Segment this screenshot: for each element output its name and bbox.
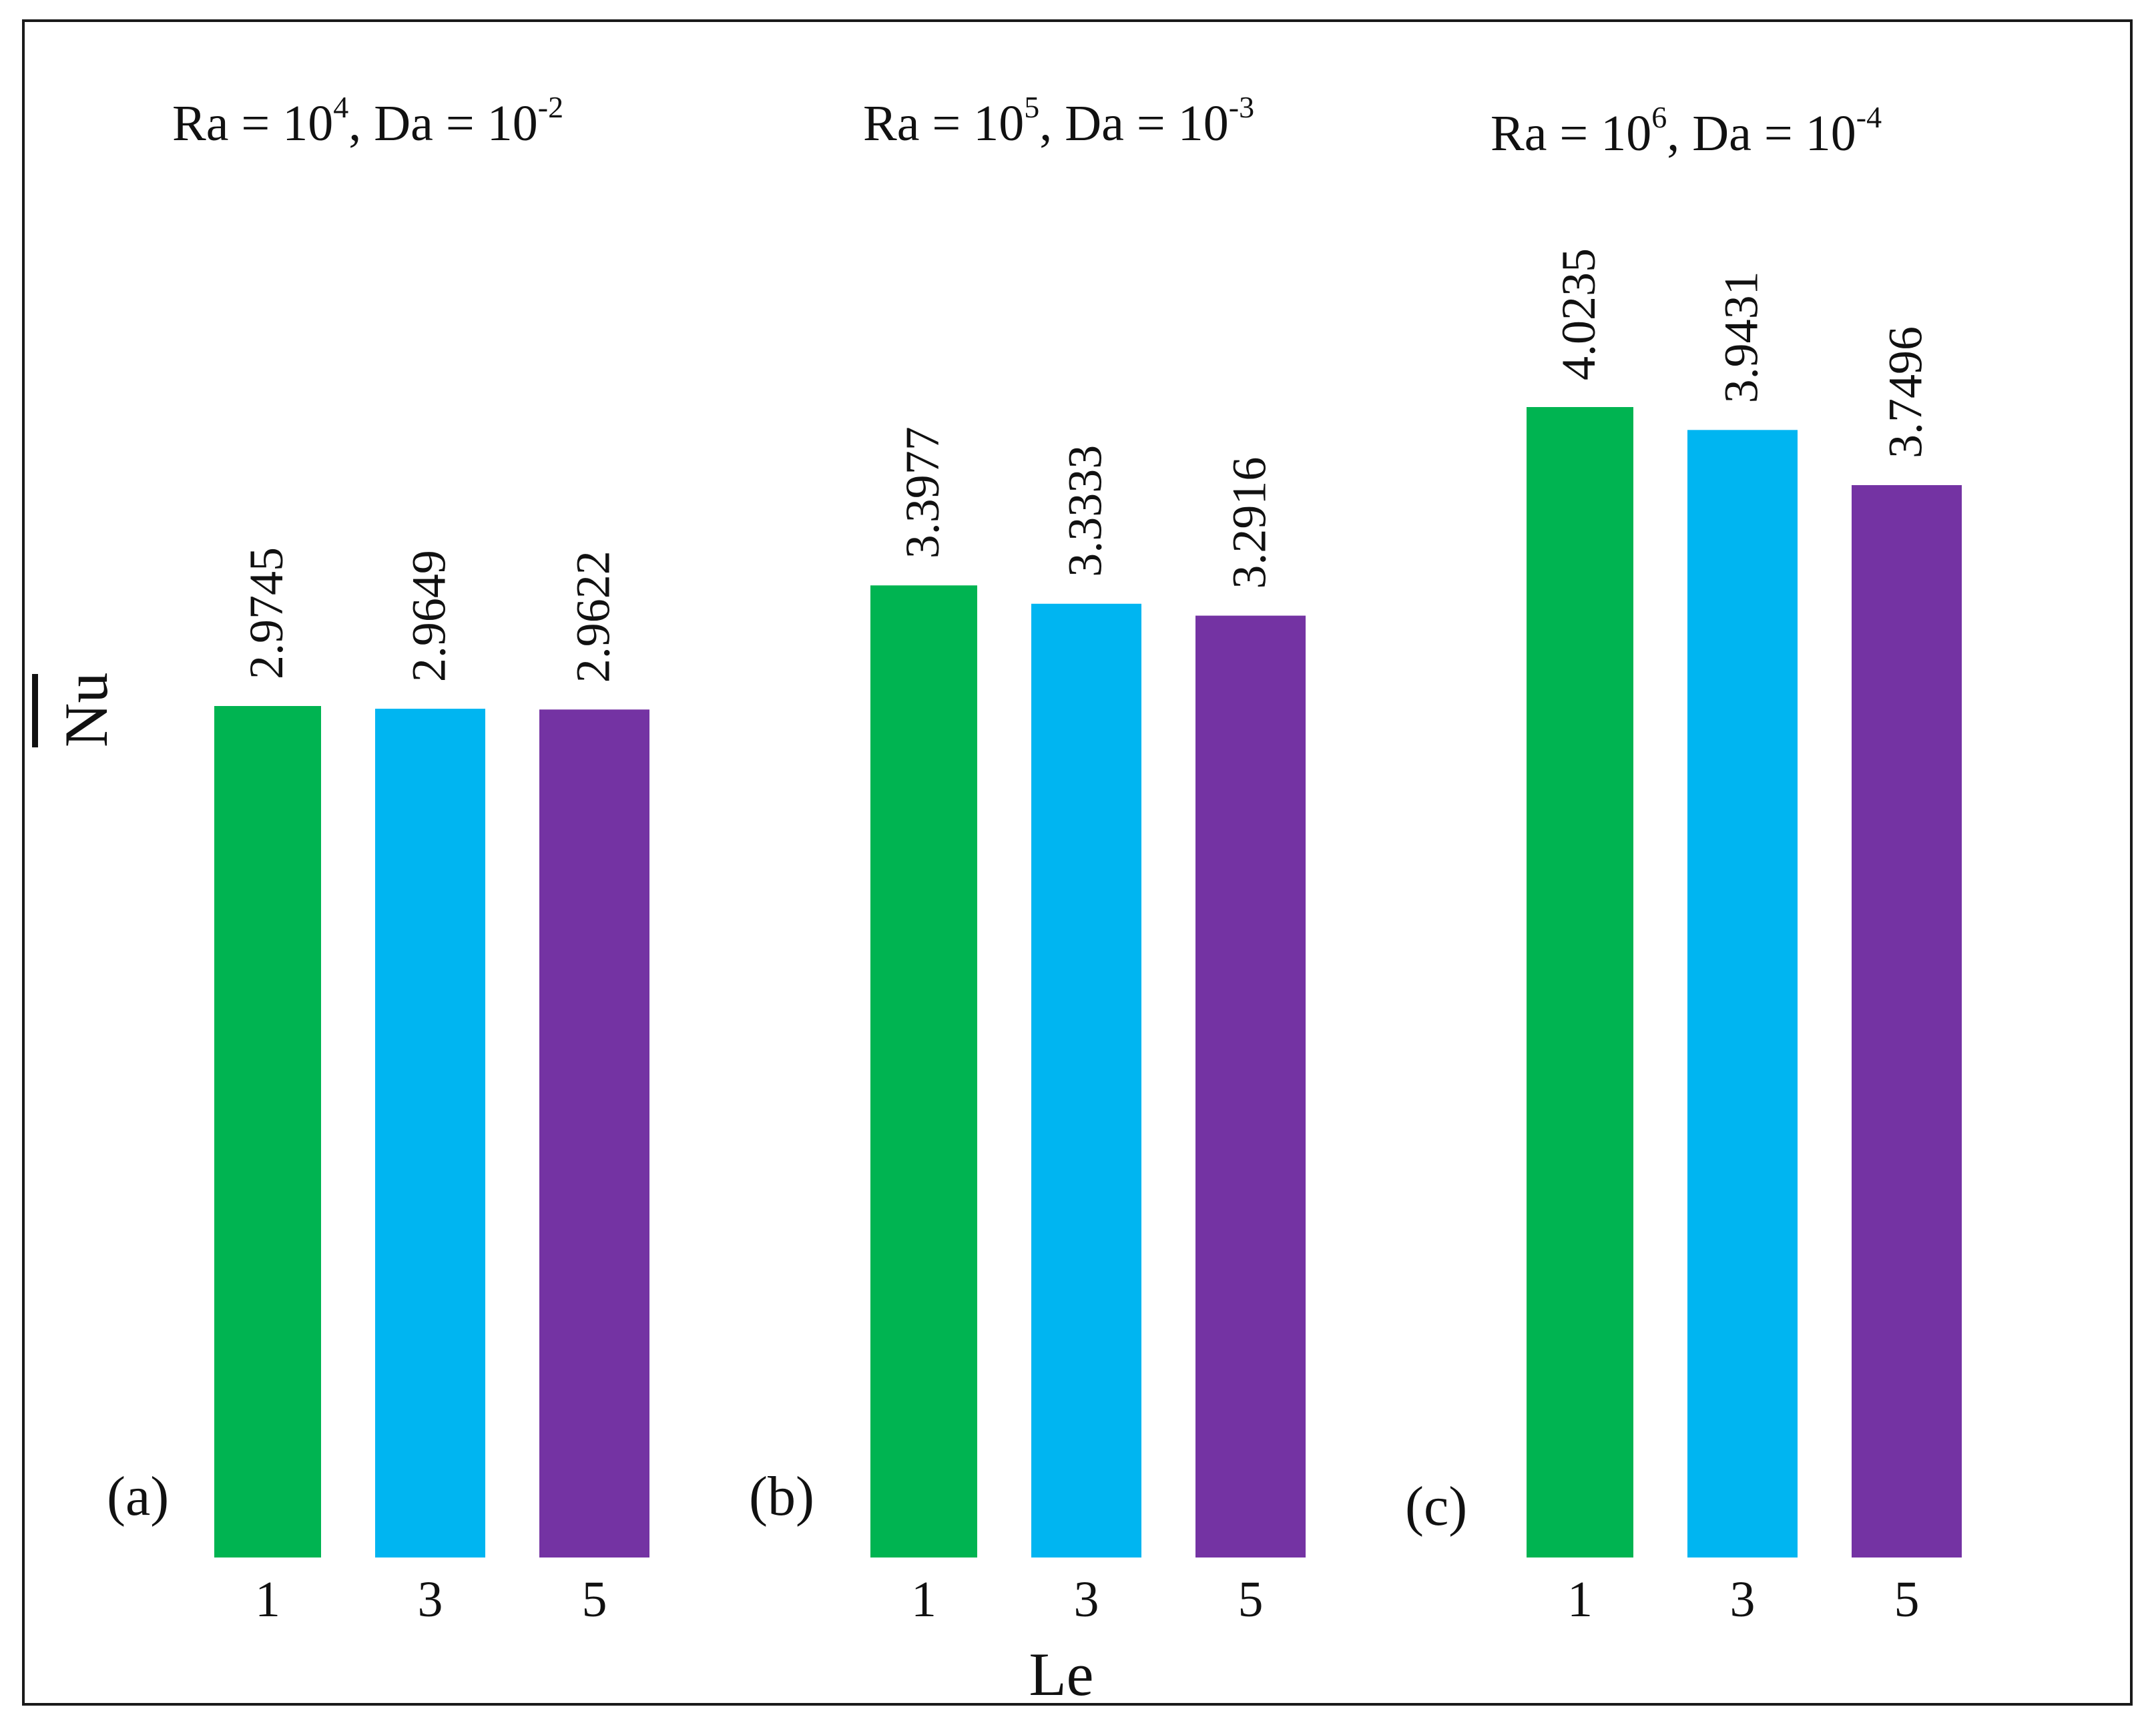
bar-panel2-le5 [1195,615,1306,1558]
tick-label: 5 [1894,1572,1920,1628]
panel-title-2: Ra = 105, Da = 10-3 [863,90,1254,151]
bar-panel3-le5 [1852,484,1962,1558]
bar-panel1-le3 [375,709,485,1557]
panel-label-1: (a) [107,1465,169,1527]
tick-label: 5 [1238,1572,1264,1628]
value-label: 3.2916 [1223,457,1276,589]
tick-label: 1 [911,1572,936,1628]
value-label: 3.3977 [896,426,949,559]
value-label: 4.0235 [1552,248,1605,380]
bar-panel2-le1 [870,585,977,1558]
value-label: 3.9431 [1715,271,1768,403]
bar-panel1-le1 [214,706,321,1557]
x-axis-label: Le [1029,1640,1093,1708]
bar-panel3-le3 [1687,430,1798,1558]
bar-panel2-le3 [1031,603,1141,1557]
value-label: 2.9745 [240,547,293,679]
tick-label: 3 [1730,1572,1756,1628]
bar-panel3-le1 [1527,407,1633,1557]
y-axis-label-overbar [32,674,38,747]
panel-title-3: Ra = 106, Da = 10-4 [1491,100,1882,161]
panel-label-2: (b) [749,1465,814,1527]
value-label: 3.7496 [1879,326,1932,458]
tick-label: 5 [582,1572,607,1628]
value-label: 2.9622 [567,551,620,683]
value-label: 2.9649 [402,550,456,682]
tick-label: 1 [255,1572,280,1628]
tick-label: 3 [1074,1572,1099,1628]
bar-panel1-le5 [539,709,649,1557]
value-label: 3.3333 [1059,445,1112,577]
tick-label: 3 [418,1572,443,1628]
panel-title-1: Ra = 104, Da = 10-2 [172,90,563,151]
tick-label: 1 [1567,1572,1593,1628]
y-axis-label: Nu [52,673,120,747]
panel-label-3: (c) [1405,1475,1467,1537]
